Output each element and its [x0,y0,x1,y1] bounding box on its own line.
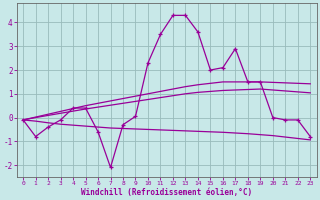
X-axis label: Windchill (Refroidissement éolien,°C): Windchill (Refroidissement éolien,°C) [81,188,252,197]
